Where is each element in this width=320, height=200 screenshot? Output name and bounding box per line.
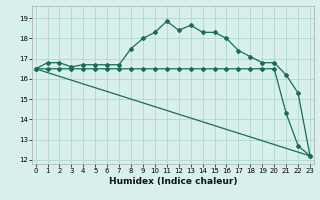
X-axis label: Humidex (Indice chaleur): Humidex (Indice chaleur): [108, 177, 237, 186]
